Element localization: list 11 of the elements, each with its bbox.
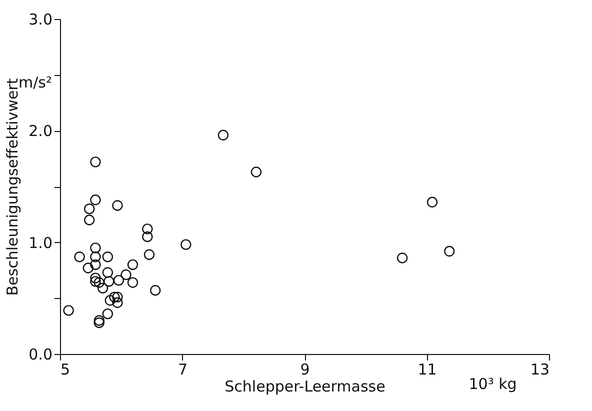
text: 10³ kg [468,375,517,393]
x-tick-label: 7 [178,360,188,378]
x-tick-label: 5 [60,360,70,378]
y-tick-label: 2.0 [28,122,52,140]
x-tick-label: 11 [418,360,437,378]
y-tick-label: 0.0 [28,346,52,364]
x-tick-label: 13 [530,360,550,378]
x-tick-label: 9 [300,360,310,378]
y-tick-label: 3.0 [28,10,52,28]
x-axis-title: Schlepper-Leermasse [224,378,386,396]
y-tick-label: 1.0 [28,234,52,252]
